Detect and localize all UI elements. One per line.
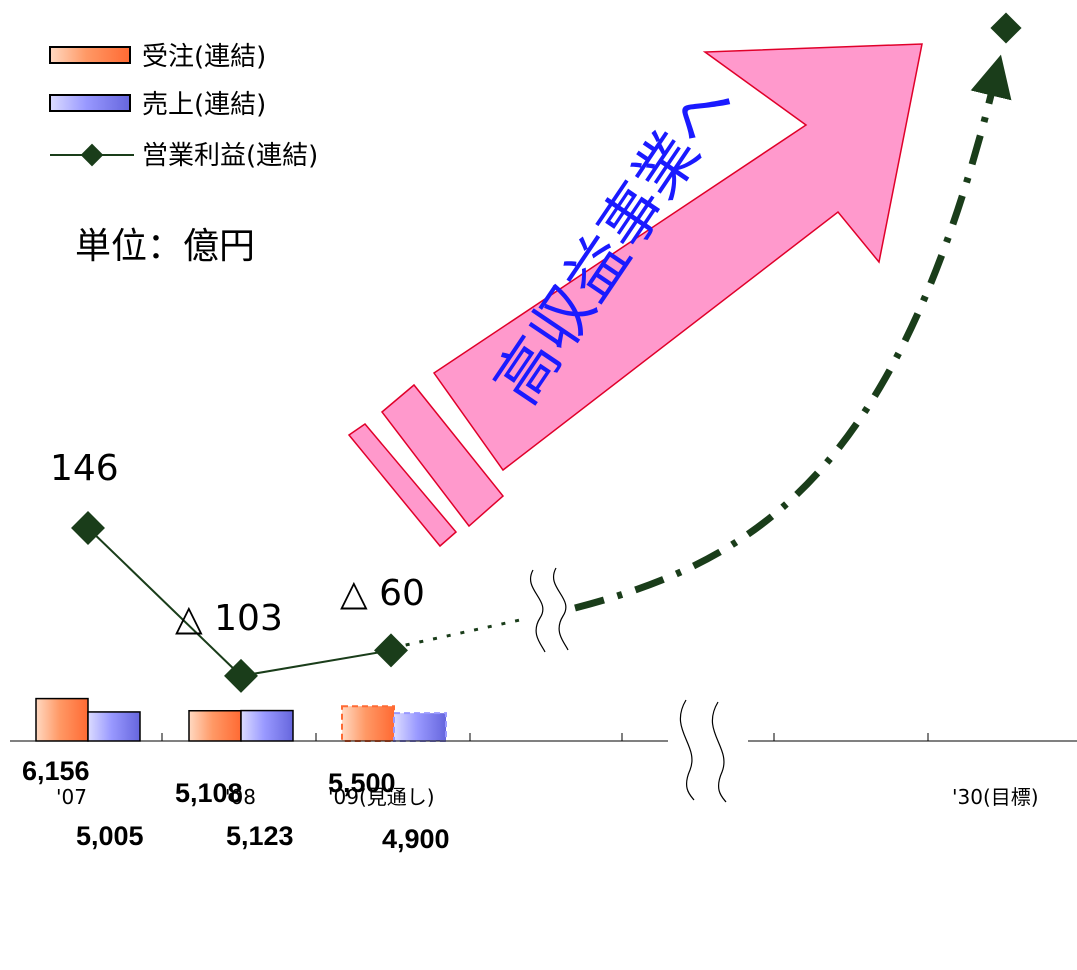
profit-marker-2	[374, 633, 408, 668]
bar-orders-0	[35, 697, 89, 742]
bar-sales-2	[393, 712, 447, 742]
bar-sales-1	[240, 709, 294, 742]
bar-label-orders-0: 6,156	[22, 756, 90, 786]
profit-label-0: 146	[50, 448, 119, 489]
profit-line-group: 146 △ 103 △ 60	[50, 448, 425, 693]
legend-swatch-sales	[49, 94, 131, 112]
legend-label-orders: 受注(連結)	[142, 42, 266, 72]
legend: 受注(連結) 売上(連結) 営業利益(連結)	[49, 42, 318, 171]
profit-target-curve	[574, 54, 1012, 612]
bar-label-orders-2: 5,500	[328, 768, 396, 798]
bar-label-sales-2: 4,900	[382, 824, 450, 854]
x-category-label-1: '08	[225, 785, 256, 809]
x-category-label-0: '07	[56, 785, 87, 809]
x-axis-ticks	[161, 733, 929, 741]
bars-group: 6,156 5,108 5,500 5,005 5,123 4,900	[22, 697, 450, 854]
bar-label-orders-1: 5,108	[175, 778, 243, 808]
arrow-stripe-1	[380, 383, 505, 528]
legend-label-profit: 営業利益(連結)	[142, 141, 318, 171]
growth-arrow: 高収益事業へ	[347, 43, 923, 548]
break-mark-upper	[530, 567, 569, 653]
bar-label-sales-1: 5,123	[226, 821, 294, 851]
break-mark-axis	[679, 699, 727, 803]
profit-label-1: △ 103	[175, 598, 283, 639]
legend-marker-profit	[80, 143, 104, 167]
x-category-label-3: '30(目標)	[952, 785, 1039, 809]
legend-swatch-orders	[49, 46, 131, 64]
arrow-stripe-2	[347, 422, 458, 548]
bar-label-sales-0: 5,005	[76, 821, 144, 851]
legend-label-sales: 売上(連結)	[142, 90, 266, 120]
unit-label: 単位：億円	[75, 226, 255, 267]
arrow-body	[432, 43, 923, 472]
profit-marker-1	[224, 658, 258, 693]
profit-target-marker	[990, 12, 1022, 44]
bar-sales-0	[87, 711, 141, 742]
bar-orders-1	[188, 709, 242, 742]
x-axis: '07 '08 '09(見通し) '30(目標)	[10, 699, 1077, 809]
x-axis-labels: '07 '08 '09(見通し) '30(目標)	[56, 785, 1039, 809]
bar-orders-2	[341, 705, 395, 743]
profit-label-2: △ 60	[340, 573, 425, 614]
profit-dotted-connector	[391, 618, 521, 650]
x-category-label-2: '09(見通し)	[328, 785, 435, 809]
